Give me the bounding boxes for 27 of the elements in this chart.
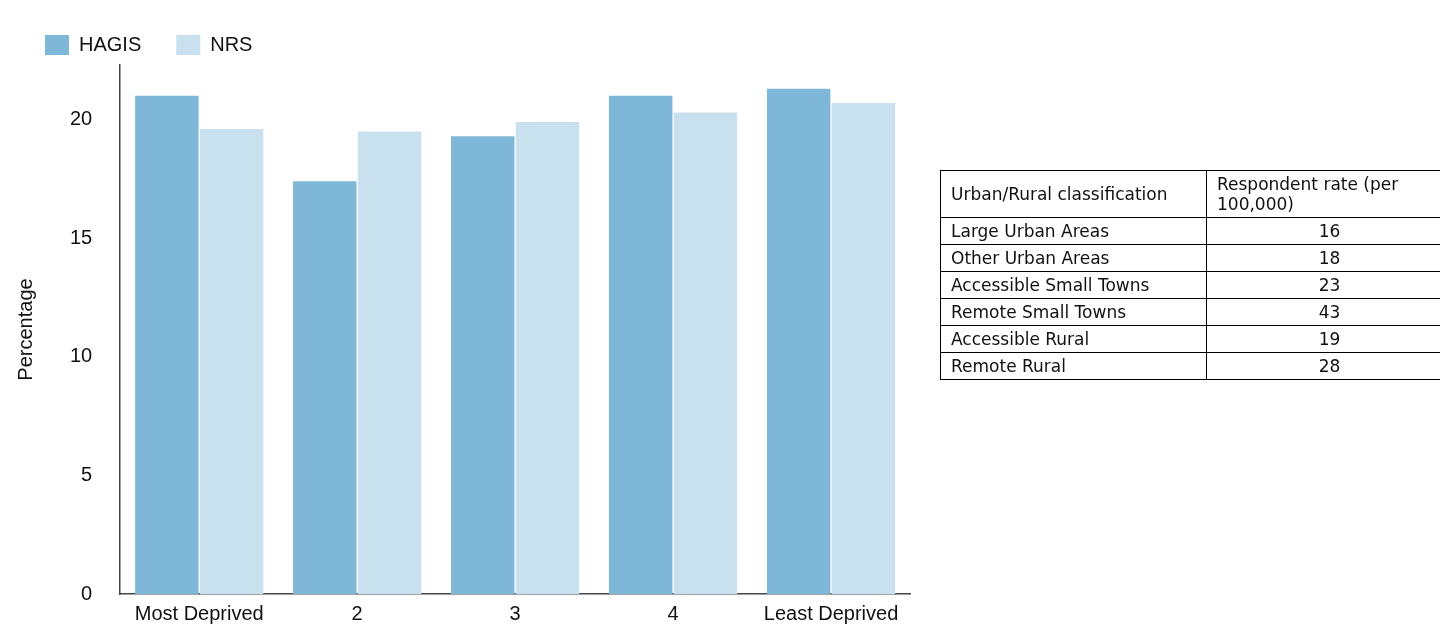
x-tick-label: Most Deprived: [134, 601, 264, 624]
data-label: 19: [1206, 325, 1440, 353]
y-tick-label: 20: [70, 107, 93, 130]
category-label: Remote Small Towns: [940, 298, 1207, 326]
y-tick-label: 0: [81, 581, 93, 604]
x-tick-label: 3: [509, 601, 521, 624]
category-label: Remote Rural: [940, 352, 1207, 380]
category-label: Other Urban Areas: [940, 244, 1207, 272]
data-label: 28: [1206, 352, 1440, 380]
y-tick-label: 15: [70, 225, 93, 248]
x-tick-label: Least Deprived: [763, 601, 899, 624]
y-tick-label: 10: [70, 344, 93, 367]
data-label: 18: [1206, 244, 1440, 272]
y-tick-label: 5: [81, 462, 93, 485]
text: Respondent rate (per 100,000): [1206, 170, 1440, 218]
data-label: 23: [1206, 271, 1440, 299]
text: Urban/Rural classification: [940, 170, 1207, 218]
x-tick-label: 4: [667, 601, 679, 624]
category-label: Accessible Rural: [940, 325, 1207, 353]
y-axis-title: Percentage: [13, 278, 36, 381]
legend-label: NRS: [210, 32, 253, 55]
category-label: Large Urban Areas: [940, 217, 1207, 245]
category-label: Accessible Small Towns: [940, 271, 1207, 299]
x-tick-label: 2: [351, 601, 363, 624]
legend-label: HAGIS: [79, 32, 142, 55]
data-label: 16: [1206, 217, 1440, 245]
data-label: 43: [1206, 298, 1440, 326]
